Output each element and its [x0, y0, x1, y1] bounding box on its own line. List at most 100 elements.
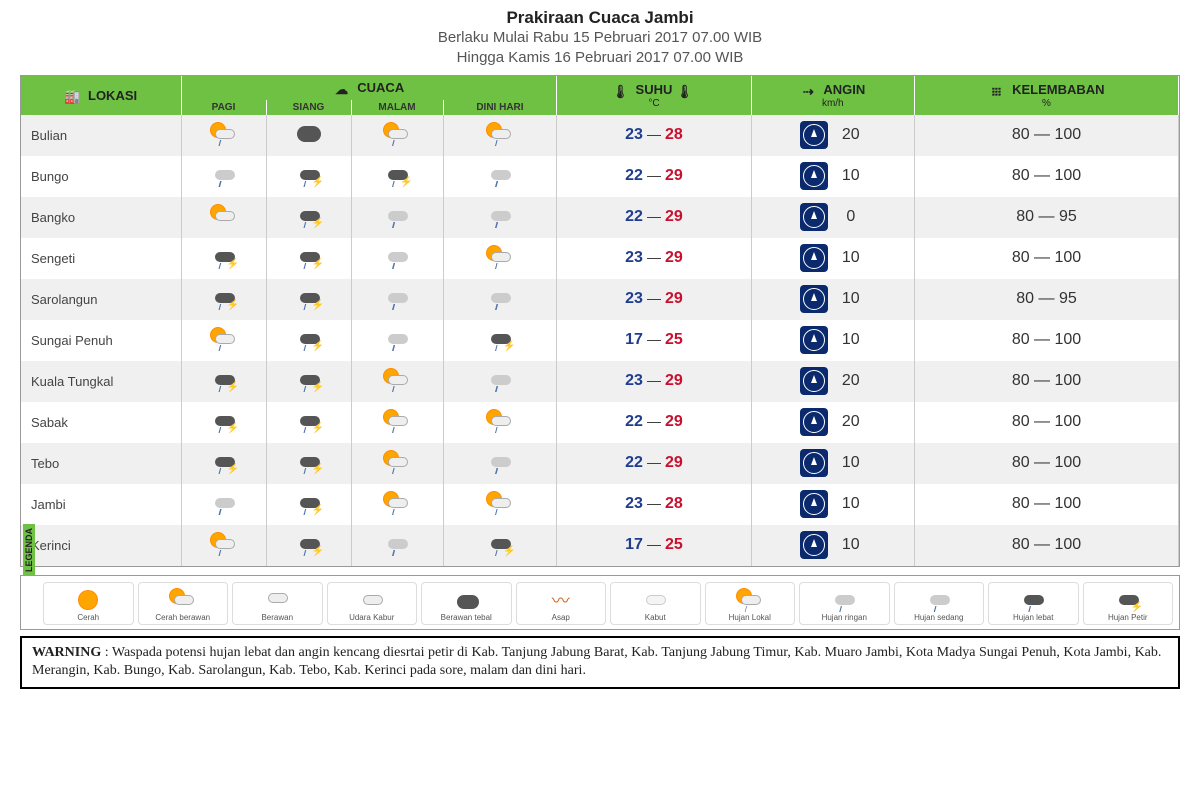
cell-humidity: 80 — 100 — [915, 115, 1179, 156]
col-angin: ⇢ ANGIN km/h — [751, 76, 914, 115]
cell-weather-icon: / /⚡ — [181, 443, 266, 484]
cell-weather-icon: / /⚡ — [266, 320, 351, 361]
legend-item: Berawan tebal — [421, 582, 512, 625]
cell-weather-icon: / / / — [181, 156, 266, 197]
legend-item: Berawan — [232, 582, 323, 625]
col-lokasi: 🏭 LOKASI — [21, 76, 181, 115]
legend-icon: /// — [897, 587, 982, 613]
cell-temp: 22—29 — [557, 156, 751, 197]
cell-location: Bulian — [21, 115, 181, 156]
compass-icon — [800, 203, 828, 231]
legend-item: ///Hujan sedang — [894, 582, 985, 625]
legend-item: ///Hujan lebat — [988, 582, 1079, 625]
cell-weather-icon: / / — [181, 525, 266, 566]
cell-wind: 10 — [751, 156, 914, 197]
cell-weather-icon: / /⚡ — [266, 197, 351, 238]
cell-location: Sabak — [21, 402, 181, 443]
legend-item: Kabut — [610, 582, 701, 625]
cell-weather-icon — [266, 115, 351, 156]
legend-item: ⚡Hujan Petir — [1083, 582, 1174, 625]
cell-location: Bangko — [21, 197, 181, 238]
legend-item-label: Hujan lebat — [991, 613, 1076, 622]
cell-weather-icon: / /⚡ — [266, 443, 351, 484]
cell-weather-icon: / / — [351, 443, 443, 484]
legend-item-label: Hujan ringan — [802, 613, 887, 622]
cell-weather-icon: / /⚡ — [181, 279, 266, 320]
cell-humidity: 80 — 100 — [915, 402, 1179, 443]
cell-humidity: 80 — 100 — [915, 525, 1179, 566]
cell-location: Kuala Tungkal — [21, 361, 181, 402]
legend-item: Udara Kabur — [327, 582, 418, 625]
compass-icon — [800, 326, 828, 354]
cell-weather-icon: / / / — [443, 361, 557, 402]
compass-icon — [800, 531, 828, 559]
cell-weather-icon: / / — [351, 484, 443, 525]
legend-item-label: Cerah — [46, 613, 131, 622]
cell-weather-icon: / /⚡ — [443, 320, 557, 361]
table-row: Sabak/ /⚡/ /⚡/ // /22—292080 — 100 — [21, 402, 1179, 443]
wind-icon: ⇢ — [800, 84, 816, 98]
legend-item-label: Kabut — [613, 613, 698, 622]
cell-weather-icon: / / / — [443, 279, 557, 320]
thermometer-hot-icon: 🌡 — [676, 84, 692, 98]
cell-temp: 22—29 — [557, 402, 751, 443]
cell-weather-icon: / / / — [181, 484, 266, 525]
cell-weather-icon: / / — [181, 320, 266, 361]
legend-item-label: Asap — [519, 613, 604, 622]
forecast-table: 🏭 LOKASI ☁ CUACA 🌡 SUHU 🌡 °C ⇢ ANGIN km/… — [21, 76, 1179, 566]
legend-icon — [330, 587, 415, 613]
cell-weather-icon: / / / — [351, 279, 443, 320]
table-row: Kerinci/ // /⚡/ / // /⚡17—251080 — 100 — [21, 525, 1179, 566]
cell-wind: 10 — [751, 238, 914, 279]
cell-weather-icon: / /⚡ — [266, 402, 351, 443]
cell-wind: 10 — [751, 525, 914, 566]
cell-location: Kerinci — [21, 525, 181, 566]
table-row: Tebo/ /⚡/ /⚡/ // / /22—291080 — 100 — [21, 443, 1179, 484]
legend-item-label: Cerah berawan — [141, 613, 226, 622]
legend-item-label: Hujan sedang — [897, 613, 982, 622]
compass-icon — [800, 408, 828, 436]
cell-temp: 23—28 — [557, 484, 751, 525]
legend-item: Cerah berawan — [138, 582, 229, 625]
cell-weather-icon: / /⚡ — [266, 484, 351, 525]
legend-item: /Hujan Lokal — [705, 582, 796, 625]
table-head: 🏭 LOKASI ☁ CUACA 🌡 SUHU 🌡 °C ⇢ ANGIN km/… — [21, 76, 1179, 115]
compass-icon — [800, 285, 828, 313]
cell-humidity: 80 — 100 — [915, 484, 1179, 525]
cell-wind: 20 — [751, 115, 914, 156]
legend-item-label: Hujan Petir — [1086, 613, 1171, 622]
page-title: Prakiraan Cuaca Jambi — [20, 8, 1180, 28]
thermometer-icon: 🌡 — [612, 84, 628, 98]
table-row: Sungai Penuh/ // /⚡/ / // /⚡17—251080 — … — [21, 320, 1179, 361]
cell-wind: 0 — [751, 197, 914, 238]
legend-label: LEGENDA — [23, 524, 35, 576]
table-row: Sarolangun/ /⚡/ /⚡/ / // / /23—291080 — … — [21, 279, 1179, 320]
cell-weather-icon: / /⚡ — [181, 402, 266, 443]
legend-icon — [141, 587, 226, 613]
cell-wind: 10 — [751, 443, 914, 484]
cell-weather-icon: / / / — [351, 197, 443, 238]
cell-weather-icon: / /⚡ — [266, 238, 351, 279]
compass-icon — [800, 162, 828, 190]
col-kelembaban: ፧፧፧ KELEMBABAN % — [915, 76, 1179, 115]
cell-location: Bungo — [21, 156, 181, 197]
cell-location: Tebo — [21, 443, 181, 484]
cell-weather-icon: / / — [443, 484, 557, 525]
cell-temp: 17—25 — [557, 320, 751, 361]
warning-text: : Waspada potensi hujan lebat dan angin … — [32, 645, 1161, 679]
cell-weather-icon: / / / — [351, 525, 443, 566]
cell-humidity: 80 — 100 — [915, 156, 1179, 197]
cell-weather-icon: / /⚡ — [181, 238, 266, 279]
cell-weather-icon — [181, 197, 266, 238]
legend-item-label: Hujan Lokal — [708, 613, 793, 622]
legend-item-label: Udara Kabur — [330, 613, 415, 622]
cell-wind: 10 — [751, 320, 914, 361]
cell-temp: 23—28 — [557, 115, 751, 156]
compass-icon — [800, 121, 828, 149]
legend-icon: /// — [991, 587, 1076, 613]
cell-humidity: 80 — 95 — [915, 279, 1179, 320]
warning-label: WARNING — [32, 645, 101, 660]
table-row: Bulian/ // // /23—282080 — 100 — [21, 115, 1179, 156]
cell-weather-icon: / /⚡ — [266, 525, 351, 566]
cell-temp: 23—29 — [557, 279, 751, 320]
